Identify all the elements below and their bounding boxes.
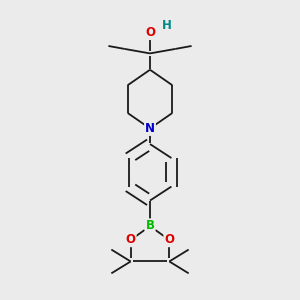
Text: N: N [145, 122, 155, 135]
Text: H: H [161, 19, 171, 32]
Text: B: B [146, 219, 154, 232]
Text: O: O [126, 233, 136, 246]
Text: O: O [164, 233, 174, 246]
Text: O: O [145, 26, 155, 39]
